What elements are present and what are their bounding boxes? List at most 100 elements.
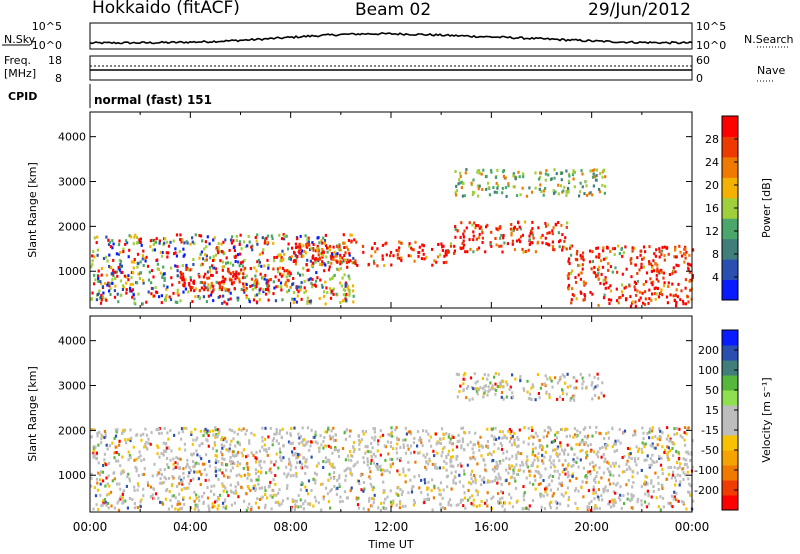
data-cell [154, 286, 157, 289]
data-cell [592, 492, 595, 495]
data-cell [531, 461, 534, 465]
colorbar-label: Power [dB] [760, 178, 773, 238]
data-cell [319, 434, 322, 438]
data-cell [370, 442, 373, 445]
x-axis-label: Time UT [367, 538, 413, 551]
data-cell [597, 450, 600, 454]
data-cell [185, 268, 188, 271]
data-cell [574, 489, 577, 493]
data-cell [236, 276, 239, 279]
data-cell [669, 437, 672, 441]
data-cell [598, 466, 601, 470]
data-cell [293, 447, 296, 450]
data-cell [515, 239, 519, 243]
data-cell [683, 426, 687, 430]
data-cell [609, 471, 612, 475]
data-cell [453, 249, 456, 253]
data-cell [599, 172, 602, 176]
data-cell [455, 503, 458, 507]
data-cell [477, 441, 480, 445]
data-cell [512, 228, 515, 232]
data-cell [657, 279, 660, 283]
data-cell [249, 284, 252, 288]
data-cell [159, 481, 162, 485]
data-cell [649, 457, 652, 461]
data-cell [456, 395, 459, 399]
data-cell [475, 488, 478, 492]
data-cell [281, 427, 284, 431]
data-cell [476, 392, 479, 396]
data-cell [160, 452, 163, 455]
data-cell [474, 387, 477, 391]
data-cell [561, 463, 564, 467]
data-cell [178, 466, 182, 470]
data-cell [229, 261, 232, 265]
data-cell [231, 235, 234, 239]
data-cell [307, 492, 310, 496]
data-cell [181, 272, 185, 276]
data-cell [246, 476, 249, 480]
data-cell [472, 250, 475, 254]
data-cell [91, 254, 94, 258]
data-cell [122, 285, 125, 289]
data-cell [560, 178, 563, 182]
data-cell [531, 227, 534, 231]
data-cell [580, 169, 583, 173]
data-cell [246, 461, 249, 465]
data-cell [130, 235, 133, 239]
data-cell [220, 443, 223, 447]
data-cell [176, 269, 179, 273]
data-cell [404, 438, 407, 442]
data-cell [150, 495, 153, 499]
colorbar-tick-label: -200 [694, 484, 719, 497]
data-cell [201, 257, 205, 261]
data-cell [674, 475, 677, 479]
freq-tick-high: 18 [48, 54, 62, 67]
data-cell [607, 286, 610, 290]
data-cell [418, 474, 421, 478]
data-cell [436, 255, 440, 259]
data-cell [666, 426, 669, 430]
data-cell [567, 190, 570, 194]
data-cell [262, 290, 265, 294]
data-cell [592, 184, 595, 188]
data-cell [163, 241, 166, 245]
data-cell [669, 439, 672, 443]
data-cell [270, 507, 273, 511]
data-cell [156, 427, 159, 431]
data-cell [291, 297, 294, 301]
data-cell [490, 168, 493, 172]
data-cell [396, 437, 399, 441]
data-cell [344, 474, 348, 478]
data-cell [484, 250, 487, 254]
data-cell [687, 490, 690, 494]
data-cell [684, 247, 687, 251]
data-cell [615, 287, 618, 291]
data-cell [243, 258, 246, 262]
data-cell [111, 270, 115, 274]
data-cell [547, 425, 550, 429]
data-cell [275, 255, 278, 259]
data-cell [611, 247, 614, 251]
data-cell [613, 498, 616, 502]
data-cell [685, 432, 688, 436]
data-cell [534, 454, 537, 458]
data-cell [185, 465, 188, 469]
data-cell [583, 435, 586, 439]
data-cell [139, 260, 142, 264]
data-cell [117, 243, 121, 247]
data-cell [566, 486, 569, 490]
data-cell [629, 295, 632, 299]
data-cell [295, 300, 298, 304]
data-cell [440, 507, 443, 510]
data-cell [601, 498, 604, 502]
data-cell [537, 471, 540, 474]
data-cell [372, 501, 375, 505]
data-cell [546, 444, 549, 448]
data-cell [111, 246, 114, 250]
data-cell [462, 243, 466, 247]
data-cell [180, 427, 184, 431]
data-cell [327, 268, 331, 272]
data-cell [167, 507, 170, 511]
